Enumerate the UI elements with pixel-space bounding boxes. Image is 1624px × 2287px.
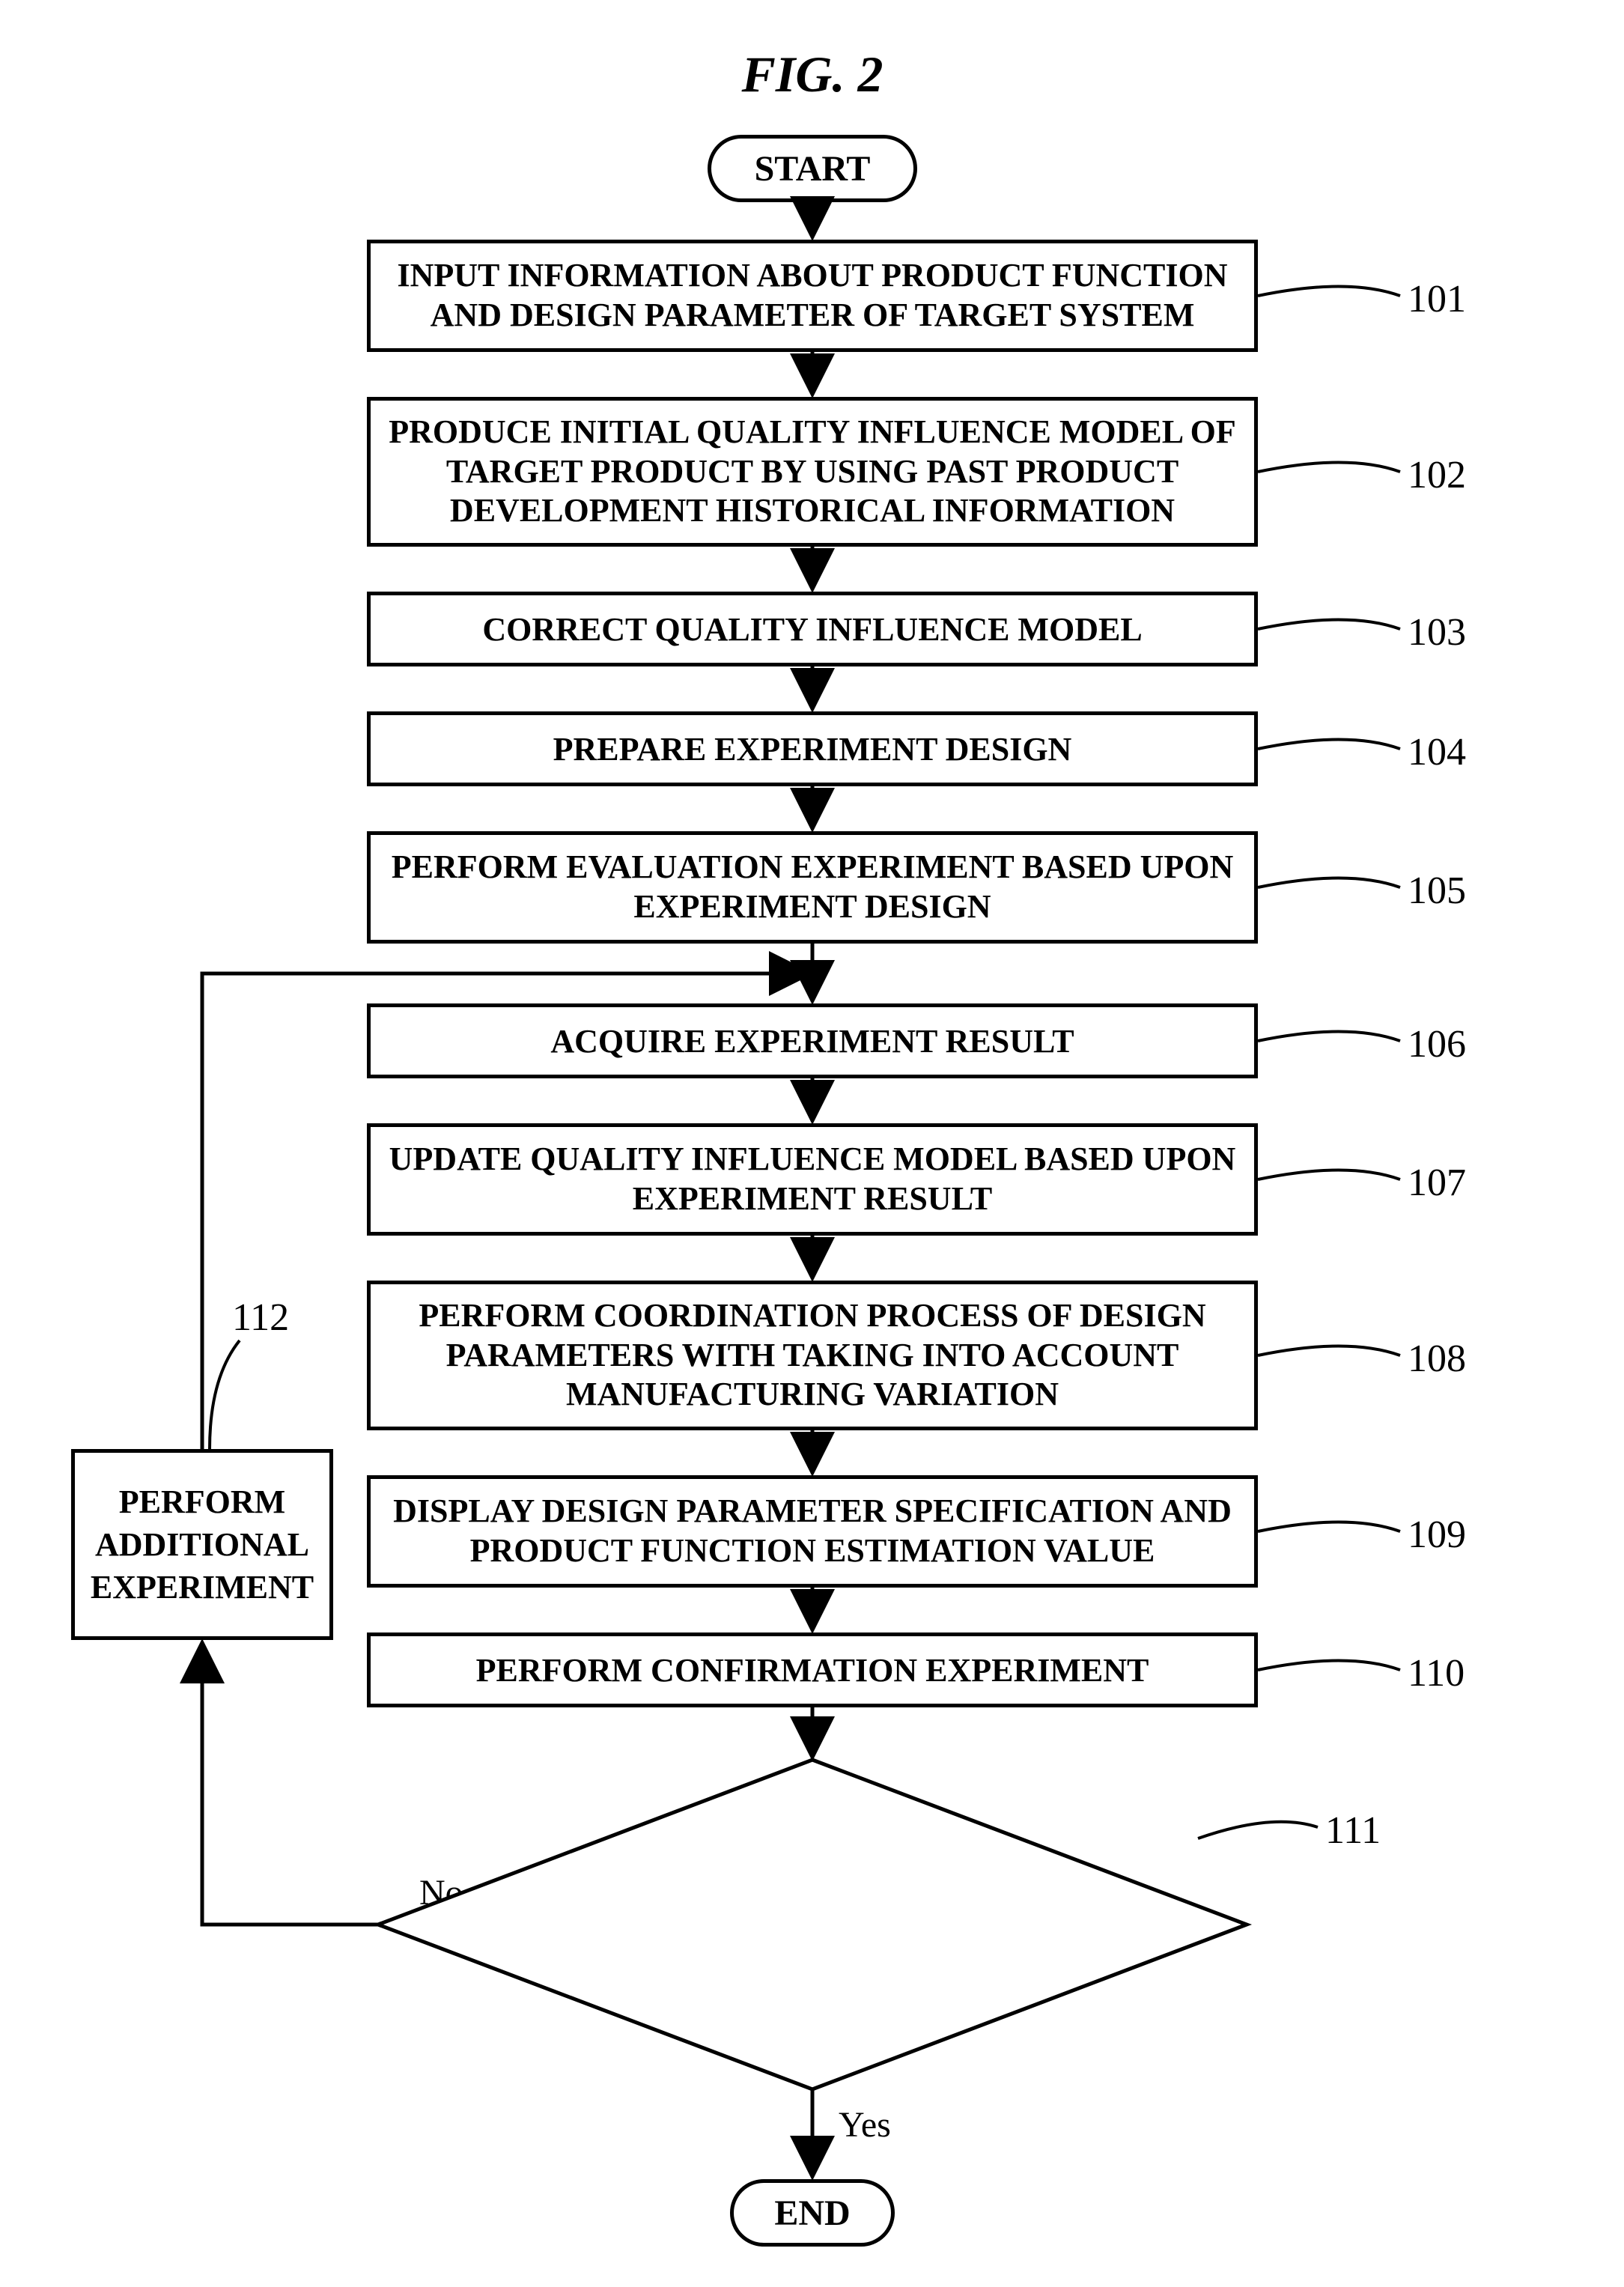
terminal-start-label: START	[755, 148, 871, 189]
step-102: PRODUCE INITIAL QUALITY INFLUENCE MODEL …	[367, 397, 1258, 547]
terminal-end-label: END	[774, 2193, 850, 2234]
step-107-text: UPDATE QUALITY INFLUENCE MODEL BASED UPO…	[386, 1140, 1239, 1219]
step-104-text: PREPARE EXPERIMENT DESIGN	[553, 730, 1072, 768]
step-105: PERFORM EVALUATION EXPERIMENT BASED UPON…	[367, 831, 1258, 944]
step-109: DISPLAY DESIGN PARAMETER SPECIFICATION A…	[367, 1475, 1258, 1588]
step-110: PERFORM CONFIRMATION EXPERIMENT	[367, 1633, 1258, 1707]
terminal-start: START	[708, 135, 917, 202]
step-109-num: 109	[1408, 1513, 1466, 1557]
step-106-num: 106	[1408, 1022, 1466, 1066]
step-110-num: 110	[1408, 1651, 1465, 1695]
step-101: INPUT INFORMATION ABOUT PRODUCT FUNCTION…	[367, 240, 1258, 352]
step-108-num: 108	[1408, 1337, 1466, 1381]
step-108-text: PERFORM COORDINATION PROCESS OF DESIGN P…	[386, 1296, 1239, 1415]
step-107: UPDATE QUALITY INFLUENCE MODEL BASED UPO…	[367, 1123, 1258, 1236]
step-107-num: 107	[1408, 1161, 1466, 1205]
figure-title: FIG. 2	[651, 45, 973, 104]
decision-no-label: No	[419, 1872, 463, 1913]
step-101-text: INPUT INFORMATION ABOUT PRODUCT FUNCTION…	[386, 256, 1239, 335]
step-106-text: ACQUIRE EXPERIMENT RESULT	[550, 1022, 1074, 1060]
step-106: ACQUIRE EXPERIMENT RESULT	[367, 1003, 1258, 1078]
decision-text: WHETHER MEASUREMENT VALUE OF PRODUCT FUN…	[595, 1842, 1030, 2000]
step-103-text: CORRECT QUALITY INFLUENCE MODEL	[482, 610, 1142, 649]
step-103: CORRECT QUALITY INFLUENCE MODEL	[367, 592, 1258, 666]
step-104-num: 104	[1408, 730, 1466, 774]
step-102-text: PRODUCE INITIAL QUALITY INFLUENCE MODEL …	[386, 413, 1239, 531]
decision-yes-label: Yes	[839, 2104, 891, 2145]
step-112: PERFORM ADDITIONAL EXPERIMENT	[71, 1449, 333, 1640]
step-104: PREPARE EXPERIMENT DESIGN	[367, 711, 1258, 786]
step-112-text: PERFORM ADDITIONAL EXPERIMENT	[90, 1480, 314, 1609]
step-102-num: 102	[1408, 453, 1466, 497]
step-112-num: 112	[232, 1296, 289, 1340]
step-110-text: PERFORM CONFIRMATION EXPERIMENT	[476, 1651, 1149, 1689]
step-109-text: DISPLAY DESIGN PARAMETER SPECIFICATION A…	[386, 1492, 1239, 1571]
step-101-num: 101	[1408, 277, 1466, 321]
step-103-num: 103	[1408, 610, 1466, 654]
terminal-end: END	[730, 2179, 895, 2247]
decision-num: 111	[1325, 1808, 1381, 1853]
step-108: PERFORM COORDINATION PROCESS OF DESIGN P…	[367, 1281, 1258, 1430]
step-105-num: 105	[1408, 869, 1466, 913]
step-105-text: PERFORM EVALUATION EXPERIMENT BASED UPON…	[386, 848, 1239, 927]
